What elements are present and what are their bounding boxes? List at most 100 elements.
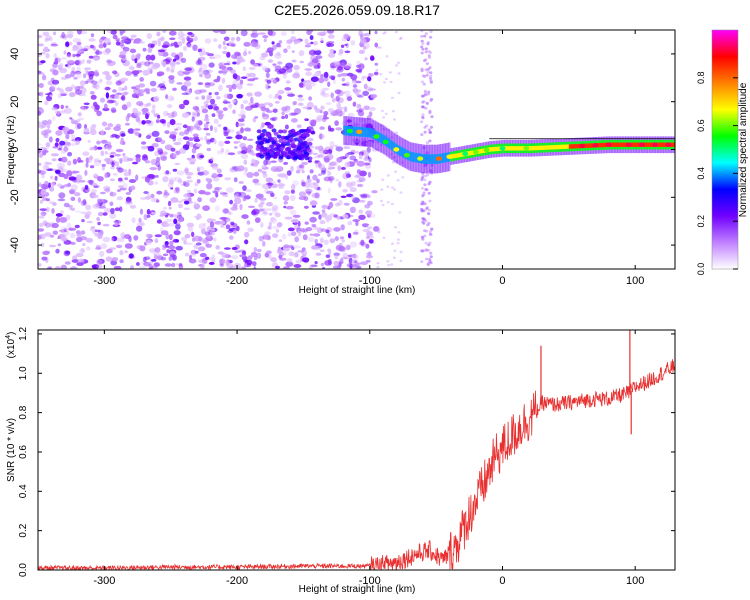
noise-cell [155,161,161,167]
noise-cell [262,240,266,247]
noise-cell [181,92,189,96]
noise-cell [218,70,223,74]
noise-cell [217,113,225,118]
noise-cell [183,240,187,245]
noise-cell [64,74,72,79]
noise-cell [70,241,76,245]
noise-cell [192,44,198,51]
noise-cell [306,188,310,195]
carrier-knot [523,146,530,151]
noise-cell [284,216,293,220]
noise-cell [270,160,277,163]
carrier-core [570,144,573,149]
noise-cell [219,220,226,225]
noise-cell [154,181,159,185]
noise-cell [186,242,193,245]
noise-cell [130,34,137,38]
noise-cell [312,152,318,156]
noise-cell [40,60,46,64]
noise-cell [38,234,42,240]
noise-cell [174,122,183,126]
noise-cell [314,160,320,163]
noise-cell [166,113,171,116]
noise-cell [60,57,68,60]
noise-cell [227,152,236,156]
noise-cell [397,61,400,64]
noise-cell [259,201,265,206]
noise-cell [105,256,113,262]
noise-cell [70,184,78,191]
noise-cell [112,34,118,40]
noise-cell [426,263,430,267]
noise-cell [316,227,323,234]
snr-plot [38,330,675,570]
noise-cell [45,198,50,202]
noise-cell [371,148,378,152]
noise-cell [346,96,353,102]
noise-cell [358,209,364,214]
noise-cell [133,73,138,77]
noise-cell [47,80,54,84]
noise-cell [429,30,433,33]
noise-cluster-cell [287,133,293,138]
noise-cell [65,133,70,140]
carrier-core [505,146,508,151]
noise-cell [132,107,138,114]
noise-cell [420,30,424,33]
noise-cell [199,253,207,258]
noise-cell [320,73,324,79]
carrier-core [646,142,650,147]
noise-cell [389,80,393,84]
noise-cell [50,153,59,157]
carrier-core [670,142,673,147]
noise-cell [193,125,200,130]
noise-cell [323,71,329,79]
noise-cell [132,128,137,135]
carrier-core [591,143,594,148]
carrier-band [424,154,427,164]
noise-cell [168,75,175,80]
noise-cell [327,187,331,194]
noise-cell [80,211,87,214]
noise-cell [375,148,379,151]
noise-cell [393,118,396,121]
noise-cell [141,176,147,180]
noise-cell [98,43,104,49]
noise-cell [40,213,44,217]
carrier-core [621,142,624,147]
noise-cell [231,83,237,90]
noise-cluster-cell [259,154,265,159]
noise-cell [260,222,264,228]
noise-cell [190,249,197,255]
noise-cell [97,176,104,182]
noise-cell [201,108,209,114]
noise-cell [97,233,103,239]
noise-cell [157,49,166,53]
noise-cell [139,40,146,44]
noise-cell [294,108,301,115]
noise-cell [315,108,321,113]
noise-cell [302,106,309,109]
noise-cell [421,200,425,204]
noise-cell [146,102,152,107]
noise-cell [52,202,57,206]
noise-cluster-cell [304,144,310,149]
noise-cluster-cell [284,136,290,140]
noise-cell [369,107,376,111]
noise-cell [311,224,317,228]
noise-cell [122,141,126,145]
noise-cell [286,67,293,73]
noise-cell [169,153,177,160]
noise-cell [138,83,146,88]
noise-cell [165,57,172,63]
noise-cluster-cell [279,146,285,151]
noise-cell [264,231,271,235]
noise-cell [396,242,400,245]
noise-cell [44,251,51,254]
noise-cell [39,72,45,75]
noise-cell [150,54,156,61]
noise-cell [170,254,175,258]
noise-cell [205,51,210,55]
noise-cell [125,200,133,205]
noise-cell [172,87,177,92]
